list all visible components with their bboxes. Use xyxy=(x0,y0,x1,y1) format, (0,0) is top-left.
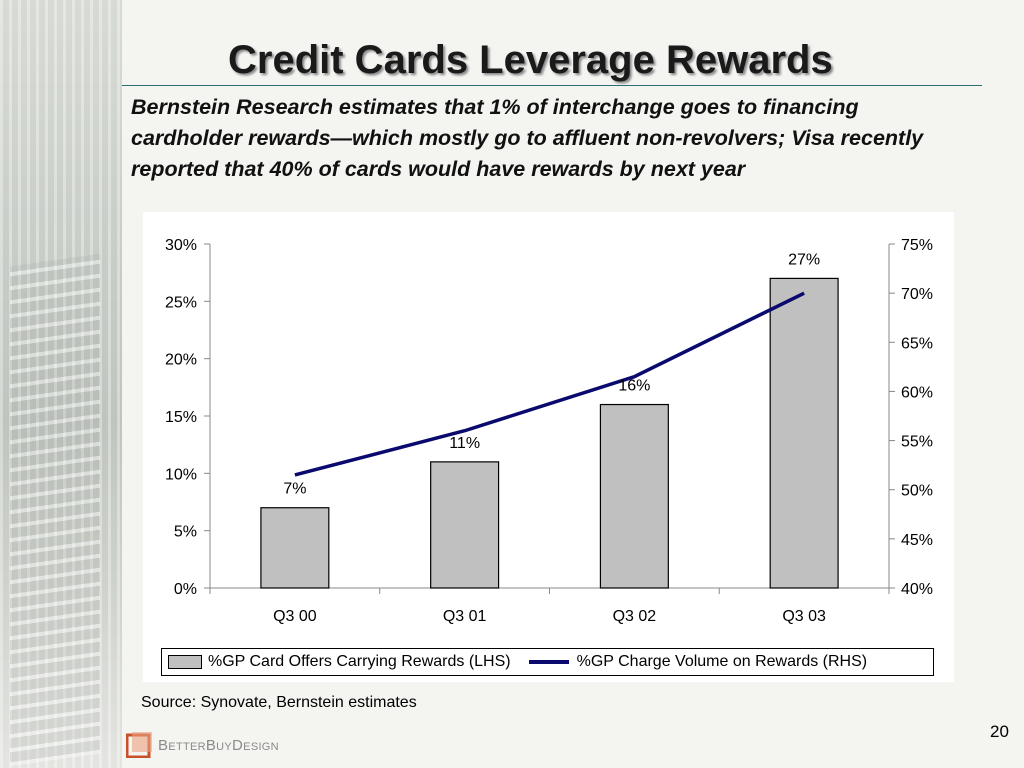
left-axis-tick-label: 20% xyxy=(165,352,197,369)
legend-line-swatch xyxy=(528,660,569,664)
right-axis-tick-label: 55% xyxy=(901,434,933,451)
x-axis-tick-label: Q3 00 xyxy=(273,608,317,625)
bar-data-label: 27% xyxy=(788,251,820,268)
left-axis-tick-label: 15% xyxy=(165,409,197,426)
legend-bar-label: %GP Card Offers Carrying Rewards (LHS) xyxy=(208,653,511,670)
legend-line-label: %GP Charge Volume on Rewards (RHS) xyxy=(576,653,868,670)
right-axis-tick-label: 50% xyxy=(901,483,933,500)
decorative-building-stripes xyxy=(10,253,100,767)
bar-data-label: 16% xyxy=(618,378,650,395)
chart-legend: %GP Card Offers Carrying Rewards (LHS) %… xyxy=(161,648,934,676)
combo-chart: 0% 5% 10% 15% 20% 25% 30% 40% 45% 50% 55% 60% 65% 70%… xyxy=(165,237,933,625)
x-axis-tick-label: Q3 01 xyxy=(443,608,487,625)
right-axis-tick-label: 70% xyxy=(901,286,933,303)
legend-item-line-series: %GP Charge Volume on Rewards (RHS) xyxy=(523,653,868,671)
left-axis-tick-label: 25% xyxy=(165,294,197,311)
bar xyxy=(430,461,500,589)
logo-text: BetterBuyDesign xyxy=(158,736,279,754)
right-axis-tick-label: 45% xyxy=(901,532,933,549)
x-axis-tick-label: Q3 02 xyxy=(613,608,657,625)
bar xyxy=(599,403,669,589)
bar-data-label: 11% xyxy=(449,435,480,452)
left-axis-tick-label: 5% xyxy=(174,524,197,541)
right-axis-tick-label: 75% xyxy=(901,237,933,254)
x-axis-tick-label: Q3 03 xyxy=(782,608,826,625)
bar xyxy=(260,507,330,589)
left-axis-tick-label: 0% xyxy=(174,581,197,598)
legend-bar-swatch xyxy=(168,655,202,669)
right-axis-tick-label: 60% xyxy=(901,384,933,401)
page-number: 20 xyxy=(990,722,1009,741)
right-axis-tick-label: 40% xyxy=(901,581,933,598)
decorative-sidebar-image xyxy=(0,0,122,768)
slide-subtitle: Bernstein Research estimates that 1% of … xyxy=(131,95,924,181)
bar-data-label: 7% xyxy=(283,481,306,498)
chart-panel: 0% 5% 10% 15% 20% 25% 30% 40% 45% 50% 55% 60% 65% 70%… xyxy=(143,212,954,682)
company-logo: BetterBuyDesign xyxy=(126,732,279,758)
source-note: Source: Synovate, Bernstein estimates xyxy=(141,694,417,711)
logo-mark-icon xyxy=(126,732,152,758)
line-series-path xyxy=(294,291,805,477)
left-axis-tick-label: 10% xyxy=(165,466,197,483)
title-divider xyxy=(122,85,982,86)
left-axis-tick-label: 30% xyxy=(165,237,197,254)
legend-item-bar-series: %GP Card Offers Carrying Rewards (LHS) xyxy=(162,653,511,671)
right-axis-tick-label: 65% xyxy=(901,335,933,352)
slide-title: Credit Cards Leverage Rewards xyxy=(228,38,833,82)
bar xyxy=(769,277,839,589)
